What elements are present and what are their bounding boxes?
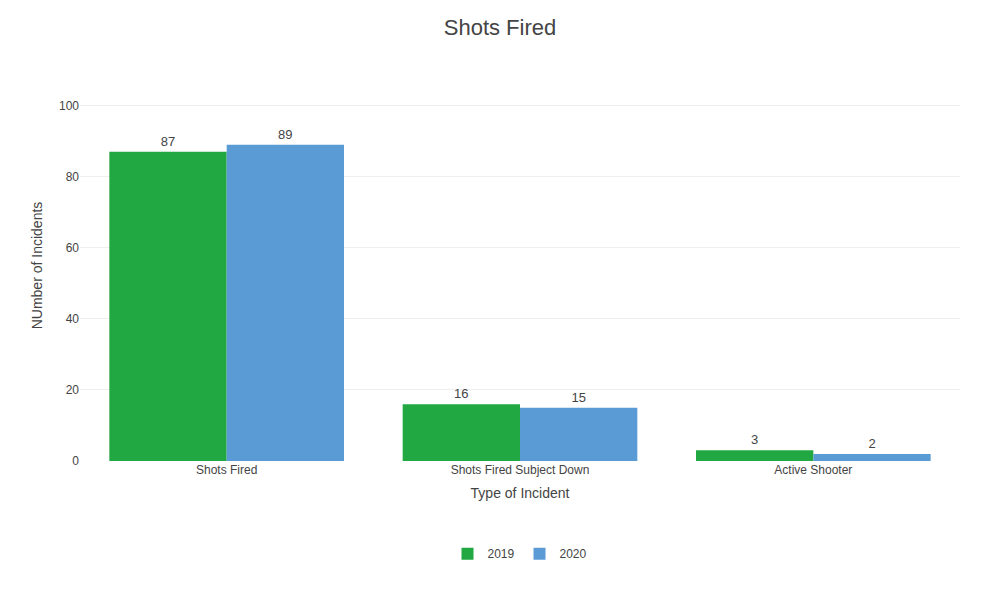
svg-text:40: 40 [66,312,80,326]
svg-text:80: 80 [66,170,80,184]
svg-text:87: 87 [161,134,175,149]
svg-text:2020: 2020 [560,547,587,561]
svg-text:20: 20 [66,383,80,397]
svg-text:Type of Incident: Type of Incident [471,485,570,501]
svg-text:Shots Fired Subject Down: Shots Fired Subject Down [451,463,590,477]
svg-text:60: 60 [66,241,80,255]
svg-text:Shots Fired: Shots Fired [444,15,557,40]
svg-text:2019: 2019 [488,547,515,561]
svg-text:15: 15 [571,390,585,405]
svg-text:NUmber of Incidents: NUmber of Incidents [29,202,45,330]
svg-text:Shots Fired: Shots Fired [196,463,257,477]
svg-text:Active Shooter: Active Shooter [774,463,852,477]
svg-text:0: 0 [72,454,79,468]
svg-text:100: 100 [59,99,79,113]
svg-text:2: 2 [868,436,875,451]
svg-text:3: 3 [751,432,758,447]
svg-text:89: 89 [278,127,292,142]
svg-text:16: 16 [454,386,468,401]
